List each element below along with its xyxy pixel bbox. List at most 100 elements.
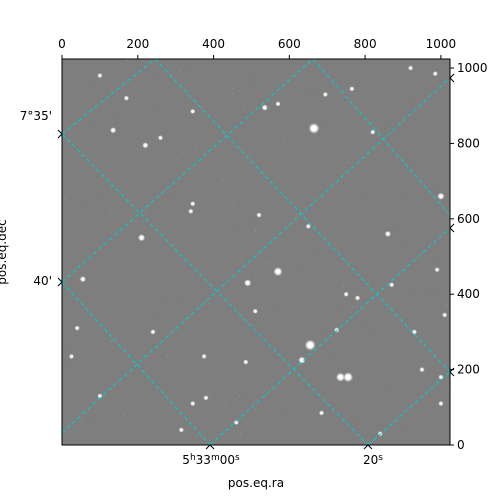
noise-speck — [212, 129, 214, 131]
grid-line — [367, 371, 450, 445]
noise-speck — [355, 84, 357, 86]
noise-speck — [432, 184, 434, 186]
star — [191, 402, 194, 405]
star — [345, 293, 348, 296]
star — [159, 136, 162, 139]
noise-speck — [295, 214, 297, 216]
noise-speck — [236, 93, 238, 95]
image-noise — [62, 59, 449, 438]
x-tick-label: 1000 — [426, 37, 457, 51]
noise-speck — [322, 167, 324, 169]
noise-speck — [181, 152, 183, 154]
noise-speck — [169, 195, 171, 197]
noise-speck — [317, 88, 319, 90]
grid-edge-tick — [449, 367, 455, 377]
noise-speck — [179, 70, 181, 72]
noise-speck — [242, 156, 244, 158]
noise-speck — [110, 209, 112, 211]
noise-speck — [324, 124, 326, 126]
noise-speck — [182, 296, 184, 298]
dec-tick — [57, 129, 63, 139]
noise-speck — [368, 332, 370, 334]
noise-speck — [444, 231, 446, 233]
noise-speck — [326, 331, 328, 333]
star — [81, 277, 85, 281]
grid-edge-tick — [449, 73, 455, 83]
noise-speck — [384, 124, 386, 126]
star — [189, 210, 192, 213]
noise-speck — [93, 67, 95, 69]
noise-speck — [94, 121, 96, 123]
noise-speck — [240, 393, 242, 395]
y-tick-label: 600 — [457, 212, 480, 226]
noise-speck — [315, 111, 317, 113]
noise-speck — [108, 230, 110, 232]
noise-speck — [384, 127, 386, 129]
noise-speck — [306, 202, 308, 204]
star — [440, 402, 442, 405]
noise-speck — [384, 384, 386, 386]
noise-speck — [447, 386, 449, 388]
star — [76, 327, 79, 330]
noise-speck — [342, 286, 344, 288]
noise-speck — [255, 408, 257, 410]
noise-speck — [343, 182, 345, 184]
noise-speck — [414, 290, 416, 292]
noise-speck — [435, 294, 437, 296]
grid-line — [62, 77, 450, 434]
grid-line — [154, 59, 450, 373]
stars-layer — [68, 65, 448, 437]
noise-speck — [65, 350, 67, 352]
noise-speck — [116, 204, 118, 206]
star — [324, 93, 327, 96]
noise-speck — [322, 196, 324, 198]
noise-speck — [333, 354, 335, 356]
noise-speck — [405, 240, 407, 242]
image-frame — [61, 58, 451, 446]
noise-speck — [253, 79, 255, 81]
noise-speck — [121, 331, 123, 333]
noise-speck — [241, 119, 243, 121]
noise-speck — [254, 228, 256, 230]
noise-speck — [279, 247, 281, 249]
noise-speck — [354, 415, 356, 417]
noise-speck — [232, 204, 234, 206]
noise-speck — [92, 398, 94, 400]
noise-speck — [145, 210, 147, 212]
grid-edge-tick — [449, 223, 455, 233]
noise-speck — [73, 266, 75, 268]
noise-speck — [268, 262, 270, 264]
star — [203, 355, 205, 358]
ra-tick-label: 5h33m00s — [182, 453, 240, 467]
star — [244, 361, 247, 363]
star — [356, 297, 359, 299]
noise-speck — [236, 228, 238, 230]
noise-speck — [234, 399, 236, 401]
noise-speck — [282, 142, 284, 144]
star — [300, 358, 304, 362]
noise-speck — [148, 209, 150, 211]
noise-speck — [350, 262, 352, 264]
noise-speck — [348, 189, 350, 191]
star — [338, 375, 343, 380]
star — [440, 376, 442, 379]
noise-speck — [192, 273, 194, 275]
noise-speck — [298, 207, 300, 209]
noise-speck — [82, 201, 84, 203]
x-tick-label: 200 — [126, 37, 149, 51]
ra-tick — [205, 444, 215, 450]
star — [254, 310, 257, 313]
x-tick-label: 600 — [278, 37, 301, 51]
noise-speck — [161, 296, 163, 298]
star — [409, 67, 412, 69]
noise-speck — [105, 185, 107, 187]
world-coordinate-labels: 5h33m00s 20s 7°35' 40' — [20, 73, 455, 467]
star — [320, 412, 323, 414]
noise-speck — [196, 436, 198, 438]
noise-speck — [322, 429, 324, 431]
noise-speck — [240, 258, 242, 260]
noise-speck — [201, 88, 203, 90]
star — [70, 355, 73, 358]
noise-speck — [221, 168, 223, 170]
